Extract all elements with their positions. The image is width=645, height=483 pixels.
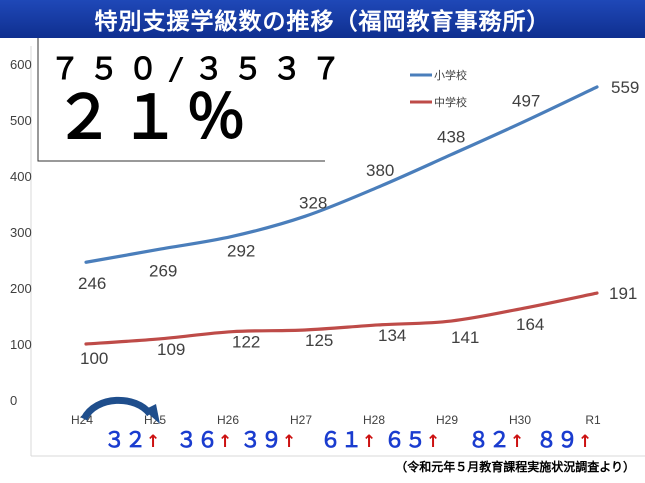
up-arrow-icon: ↑ (578, 432, 592, 452)
increment-item: ３６↑ (176, 428, 232, 452)
y-tick-label: 500 (10, 113, 32, 128)
x-tick-labels: H24 H25 H26 H27 H28 H29 H30 R1 (71, 413, 601, 427)
legend: 小学校 中学校 (410, 68, 467, 109)
increment-value: ３６ (176, 428, 218, 452)
curved-arrow-icon (80, 396, 160, 424)
increment-item: ８９↑ (536, 428, 592, 452)
x-tick-label: H27 (290, 413, 312, 427)
title-bar: 特別支援学級数の推移（福岡教育事務所） (0, 0, 645, 38)
inset-border (37, 38, 325, 162)
up-arrow-icon: ↑ (218, 432, 232, 452)
increment-value: ８９ (536, 428, 578, 452)
data-label: 141 (451, 328, 479, 347)
curved-arrow-body (80, 396, 153, 421)
data-label: 164 (516, 315, 544, 334)
data-label: 100 (80, 349, 108, 368)
x-tick-label: H25 (144, 413, 166, 427)
legend-label-elementary: 小学校 (434, 68, 467, 82)
up-arrow-icon: ↑ (146, 432, 160, 452)
data-label: 328 (299, 193, 327, 212)
data-label: 497 (512, 92, 540, 111)
increment-item: ６１↑ (320, 428, 376, 452)
y-tick-label: 0 (10, 393, 17, 408)
series-line-junior-high (84, 291, 599, 346)
inset-ratio-text: ７５０/３５３７ (50, 52, 350, 87)
data-label: 134 (378, 326, 406, 345)
data-label: 122 (232, 333, 260, 352)
legend-label-junior-high: 中学校 (434, 95, 467, 109)
up-arrow-icon: ↑ (510, 432, 524, 452)
y-tick-label: 600 (10, 57, 32, 72)
increment-item: ６５↑ (384, 428, 440, 452)
x-tick-label: H26 (217, 413, 239, 427)
x-tick-label: H29 (436, 413, 458, 427)
data-label: 292 (227, 241, 255, 260)
slide-title: 特別支援学級数の推移（福岡教育事務所） (94, 9, 551, 35)
up-arrow-icon: ↑ (362, 432, 376, 452)
data-label: 125 (305, 331, 333, 350)
source-note: （令和元年５月教育課程実施状況調査より） (395, 460, 635, 474)
y-tick-label: 300 (10, 225, 32, 240)
series-line-elementary (84, 85, 599, 264)
x-tick-label: H28 (363, 413, 385, 427)
increment-value: ３２ (104, 428, 146, 452)
data-labels: 246 269 292 328 380 438 497 559 100 109 122 125 134 1… (78, 78, 639, 368)
ratio-inset: ７５０/３５３７ ２１％ (37, 38, 350, 162)
inset-percent-text: ２１％ (54, 83, 252, 153)
data-label: 438 (437, 128, 465, 147)
data-label: 269 (149, 261, 177, 280)
x-tick-label: H30 (509, 413, 531, 427)
up-arrow-icon: ↑ (282, 432, 296, 452)
data-label: 246 (78, 274, 106, 293)
y-tick-label: 200 (10, 281, 32, 296)
y-tick-labels: 0 100 200 300 400 500 600 (10, 57, 32, 408)
curved-arrow-head (144, 404, 160, 424)
y-tick-label: 400 (10, 169, 32, 184)
data-label: 559 (611, 78, 639, 97)
increment-value: ６１ (320, 428, 362, 452)
y-tick-label: 100 (10, 337, 32, 352)
increment-value: ３９ (240, 428, 282, 452)
data-label: 380 (366, 161, 394, 180)
increment-item: ８２↑ (468, 428, 524, 452)
x-tick-label: R1 (585, 413, 601, 427)
increment-item: ３２↑ (104, 428, 160, 452)
increment-row: ３２↑ ３６↑ ３９↑ ６１↑ ６５↑ ８２↑ ８９↑ (104, 428, 592, 452)
series-lines (84, 85, 599, 346)
data-label: 191 (609, 284, 637, 303)
increment-item: ３９↑ (240, 428, 296, 452)
up-arrow-icon: ↑ (426, 432, 440, 452)
data-label: 109 (157, 340, 185, 359)
increment-value: ８２ (468, 428, 510, 452)
increment-value: ６５ (384, 428, 426, 452)
